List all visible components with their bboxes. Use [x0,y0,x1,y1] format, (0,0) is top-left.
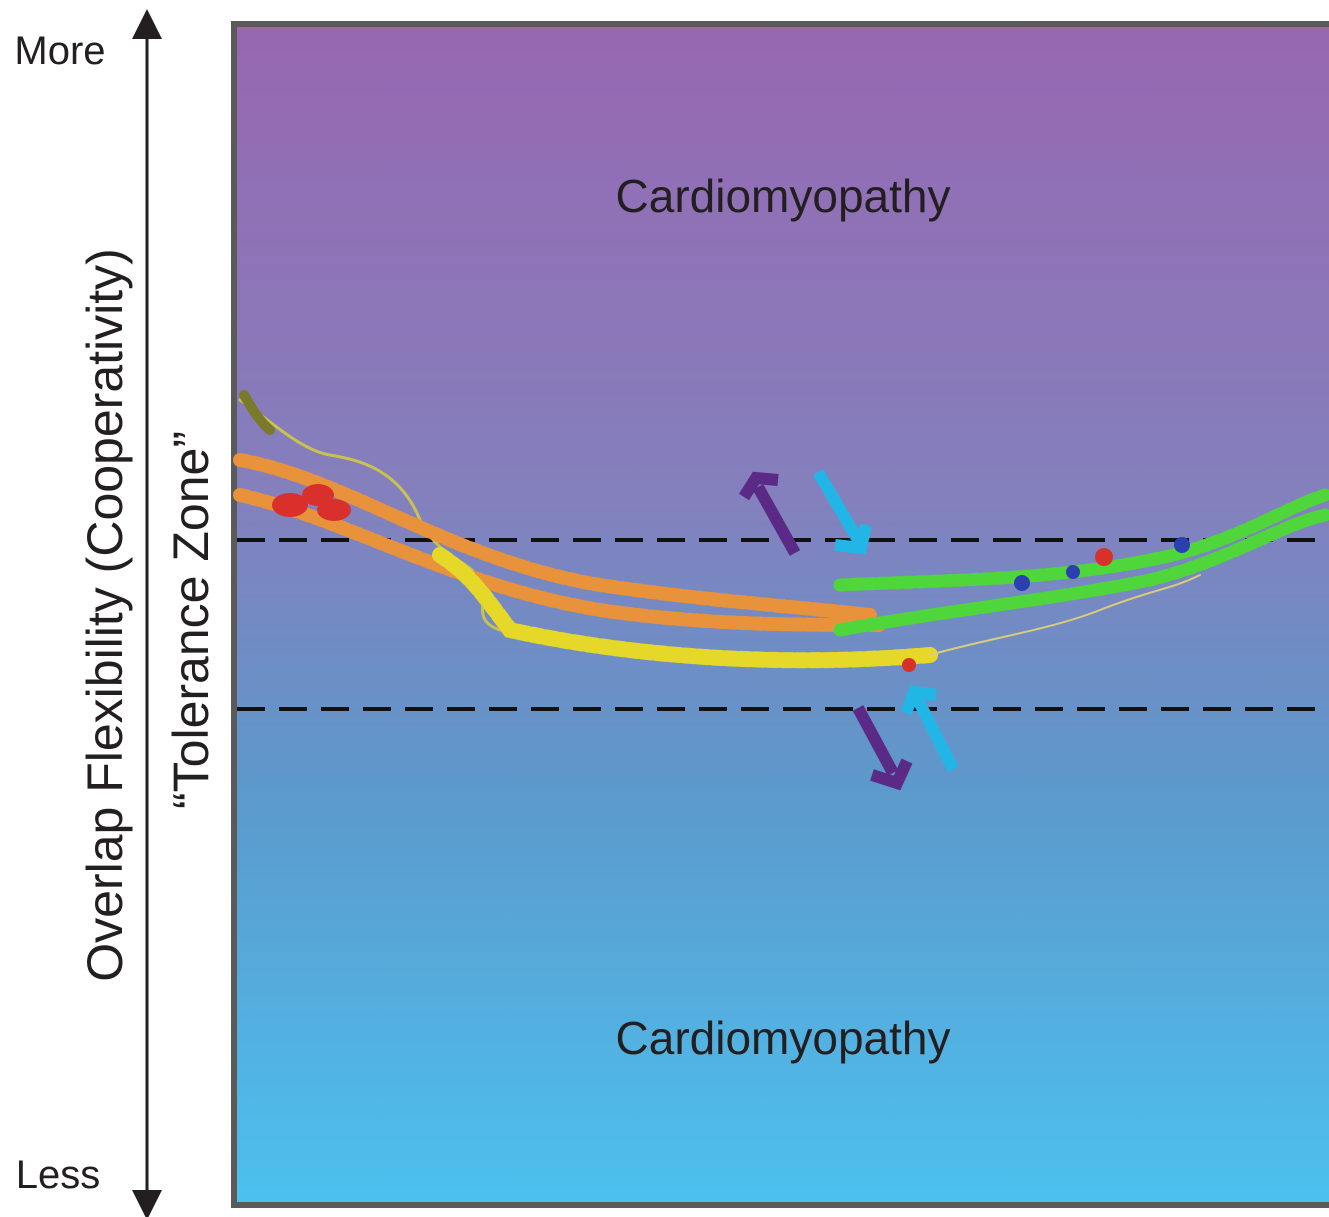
region-label: Cardiomyopathy [616,170,951,222]
axis-bottom-label: Less [16,1153,101,1197]
panel [231,21,1329,1208]
region-label: Cardiomyopathy [616,1012,951,1064]
axis-top-label: More [14,29,105,73]
axis-title: Overlap Flexibility (Cooperativity) [77,248,133,982]
protein-structure [233,390,1329,672]
shift-arrows [738,468,959,791]
zone-label: “Tolerance Zone” [163,431,219,809]
